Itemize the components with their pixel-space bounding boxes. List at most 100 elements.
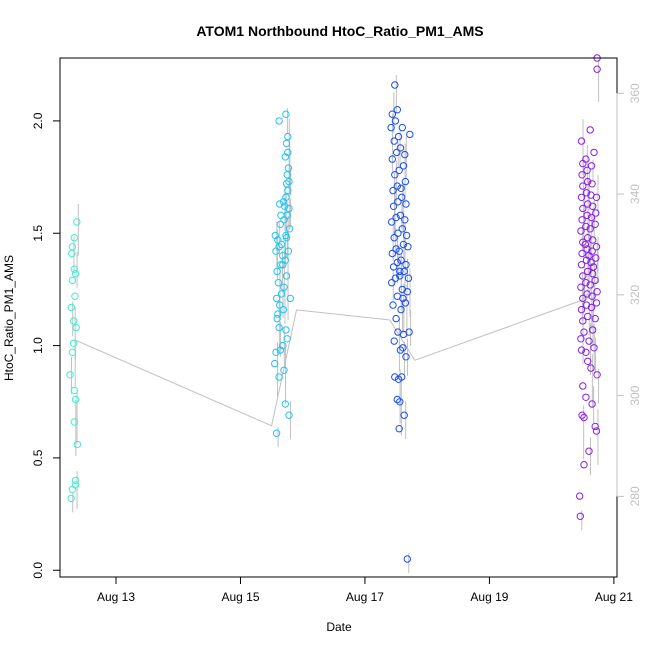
data-point [401, 177, 410, 186]
data-point [397, 256, 405, 264]
data-point [272, 247, 280, 255]
data-point [393, 182, 401, 190]
data-point [577, 137, 586, 145]
data-point [401, 150, 409, 159]
data-point [399, 294, 407, 303]
secondary-series [70, 60, 600, 574]
data-point [279, 305, 288, 314]
data-point [399, 240, 408, 249]
data-point [272, 294, 281, 303]
data-point [587, 364, 595, 372]
data-point [71, 395, 80, 404]
data-point [390, 234, 398, 242]
series-1 [66, 218, 82, 503]
data-point [277, 211, 285, 220]
data-point [589, 236, 597, 244]
data-point [285, 177, 293, 186]
y-tick-label: 0.5 [31, 449, 45, 466]
axes-layer: Aug 13 Aug 15 Aug 17 Aug 19 Aug 21 0.0 0.5 1.0 1… [31, 83, 642, 604]
data-point [393, 395, 401, 404]
data-point [66, 371, 74, 379]
data-point [273, 314, 281, 323]
data-point [579, 272, 587, 280]
data-point [284, 247, 293, 255]
data-point [70, 339, 78, 347]
data-point [582, 222, 590, 231]
data-point [592, 299, 601, 307]
data-point [404, 243, 412, 251]
data-point [579, 317, 587, 325]
data-point [284, 186, 292, 195]
y-tick-label: 2.0 [31, 112, 45, 129]
data-point [70, 234, 79, 242]
data-point [389, 202, 398, 211]
y2-tick-label: 280 [628, 486, 642, 506]
data-point [274, 279, 283, 287]
data-point [286, 294, 294, 303]
series-layer [66, 54, 601, 574]
data-point [579, 382, 587, 390]
data-point [388, 218, 396, 226]
data-point [582, 155, 590, 163]
data-point [388, 249, 396, 258]
data-point [280, 283, 288, 291]
data-point [589, 326, 597, 334]
data-point [401, 216, 409, 224]
data-point [400, 267, 408, 276]
data-point [284, 148, 292, 157]
data-point [579, 182, 587, 190]
data-point [396, 272, 404, 280]
data-point [586, 126, 594, 134]
data-point [580, 328, 588, 336]
data-point [585, 252, 593, 260]
data-point [276, 301, 284, 309]
data-point [67, 494, 75, 503]
data-point [274, 310, 282, 318]
x-tick-label: Aug 15 [221, 590, 259, 604]
data-point [71, 476, 80, 485]
data-point [586, 225, 594, 233]
data-point [397, 305, 405, 314]
data-point [391, 171, 399, 179]
data-point [73, 440, 82, 449]
data-point [388, 279, 396, 287]
data-point [582, 279, 590, 287]
data-point [396, 144, 405, 152]
y-tick-label: 0.0 [31, 562, 45, 579]
data-point [276, 220, 284, 229]
data-point [590, 148, 598, 157]
data-point [396, 211, 405, 220]
data-point [398, 193, 406, 202]
data-point [277, 240, 286, 249]
data-point [396, 267, 404, 276]
data-point [281, 400, 289, 408]
data-point [583, 166, 591, 175]
data-point [392, 213, 400, 222]
data-point [587, 162, 596, 170]
data-point [390, 337, 398, 345]
data-point [584, 177, 592, 186]
data-point [582, 348, 590, 356]
data-point [579, 294, 587, 303]
data-point [403, 288, 411, 296]
data-point [282, 180, 291, 188]
data-point [402, 200, 410, 208]
data-point [72, 323, 80, 332]
series-3 [387, 81, 414, 563]
data-point [277, 261, 285, 269]
data-point [271, 359, 279, 368]
series-4 [576, 54, 601, 520]
data-point [578, 249, 586, 258]
data-point [593, 65, 601, 73]
data-point [586, 281, 594, 289]
data-point [391, 81, 399, 89]
data-point [390, 137, 398, 145]
y2-tick-label: 320 [628, 284, 642, 304]
data-point [391, 117, 400, 125]
data-point [577, 261, 586, 269]
data-point [400, 411, 408, 419]
data-point [402, 231, 411, 240]
data-point [579, 204, 587, 213]
data-point [581, 240, 589, 249]
data-point [282, 272, 291, 280]
